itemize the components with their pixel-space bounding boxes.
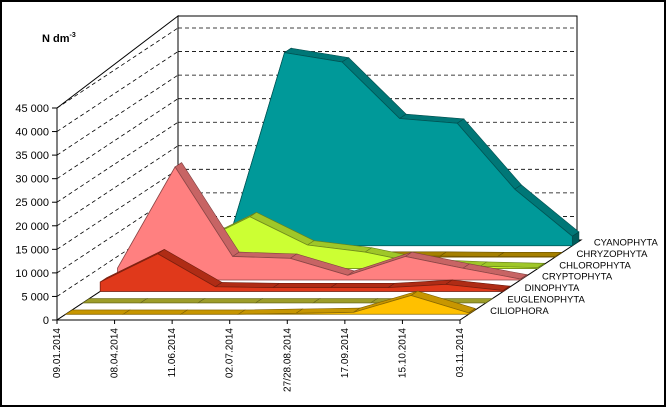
y-tick-label: 40 000: [15, 127, 49, 139]
y-axis-unit-label: N dm-3: [42, 32, 76, 45]
gridline-side: [56, 98, 179, 180]
gridline-side: [56, 51, 179, 132]
series-layer: [64, 47, 580, 315]
y-axis: 0 5 000 10 000 15 000 20 000 25 000 30 000 35 0…: [15, 103, 58, 327]
area-side-face: [485, 298, 493, 304]
area-top-face: [496, 252, 563, 257]
area-top-face: [197, 298, 264, 304]
series-label: CYANOPHYTA: [594, 237, 659, 248]
y-tick-label: 15 000: [15, 244, 49, 256]
y-tick-label: 25 000: [15, 197, 49, 209]
series-label: CILIOPHORA: [490, 306, 549, 317]
x-tick-label: 27/28.08.2014: [282, 328, 293, 392]
y-tick-label: 45 000: [15, 103, 49, 115]
y-tick-label: 10 000: [15, 268, 49, 280]
y-tick-label: 0: [43, 315, 49, 327]
x-tick-label: 17.09.2014: [340, 328, 351, 378]
x-tick-label: 15.10.2014: [397, 328, 408, 378]
area-top-face: [312, 298, 379, 304]
area-top-face: [271, 283, 339, 288]
series-label: DINOPHYTA: [525, 283, 580, 294]
y-tick-label: 5 000: [21, 291, 49, 303]
x-tick-label: 03.11.2014: [455, 328, 466, 378]
gridline-side: [56, 27, 179, 109]
gridline-side: [56, 121, 179, 203]
area-top-face: [122, 309, 189, 315]
x-tick-label: 11.06.2014: [167, 328, 178, 378]
gridline-side: [56, 168, 179, 250]
area-front-face: [169, 52, 573, 247]
gridline-side: [56, 145, 179, 227]
area-front-face: [99, 253, 504, 292]
series-label: CRYPTOPHYTA: [542, 272, 613, 283]
series-ciliophora: [64, 290, 476, 315]
y-tick-label: 35 000: [15, 150, 49, 162]
x-tick-label: 08.04.2014: [110, 328, 121, 378]
area-top-face: [64, 309, 131, 315]
y-tick-label: 30 000: [15, 174, 49, 186]
x-axis: 09.01.2014 08.04.2014 11.06.2014 02.07.2014…: [52, 319, 466, 392]
series-labels: CYANOPHYTACHRYZOPHYTACHLOROPHYTACRYPTOPH…: [490, 237, 658, 317]
x-tick-label: 09.01.2014: [52, 328, 63, 378]
area-top-face: [139, 298, 206, 304]
area-top-face: [254, 298, 321, 304]
gridline-side: [56, 74, 179, 156]
area-front-face: [117, 166, 521, 281]
area-front-face: [65, 295, 470, 315]
series-label: CHRYZOPHYTA: [577, 249, 649, 260]
x-tick-label: 02.07.2014: [225, 328, 236, 378]
series-dinophyta: [99, 249, 511, 292]
series-label: EUGLENOPHYTA: [507, 295, 585, 306]
series-label: CHLOROPHYTA: [559, 260, 631, 271]
y-tick-label: 20 000: [15, 221, 49, 233]
area-top-face: [179, 309, 246, 315]
area-top-face: [329, 283, 396, 288]
series-cyanophyta: [168, 47, 580, 247]
area-top-face: [81, 298, 149, 304]
series-cryptophyta: [117, 162, 528, 281]
